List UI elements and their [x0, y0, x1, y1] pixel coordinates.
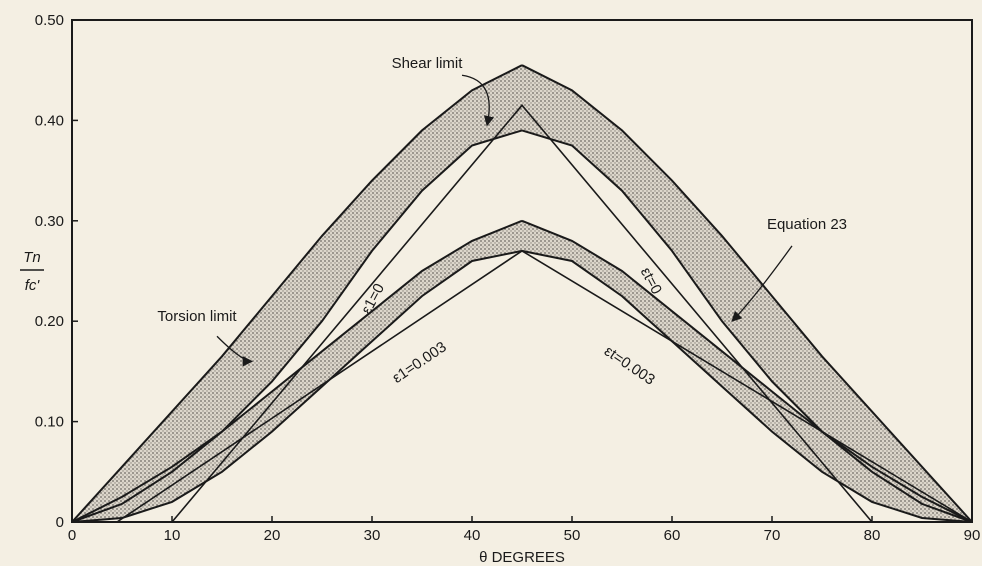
y-label-denominator: fc' — [25, 277, 41, 294]
y-tick-label-0: 0 — [56, 514, 64, 531]
series-7 — [521, 249, 973, 523]
series-5 — [71, 249, 523, 523]
series-8 — [171, 104, 873, 523]
x-tick-label-8: 80 — [864, 527, 881, 544]
x-tick-label-5: 50 — [564, 527, 581, 544]
series-3 — [521, 129, 973, 523]
x-tick-label-2: 20 — [264, 527, 281, 544]
annotation-6: εt=0.003 — [601, 343, 658, 389]
x-tick-label-7: 70 — [764, 527, 781, 544]
x-tick-label-1: 10 — [164, 527, 181, 544]
x-tick-label-0: 0 — [68, 527, 76, 544]
series-1 — [71, 129, 523, 523]
plot-frame — [71, 19, 973, 523]
axis-ticks: 0 10 20 30 40 50 60 70 80 90 0 0.10 0.20 0.30 0.40 0.50 — [35, 12, 981, 544]
x-tick-label-9: 90 — [964, 527, 981, 544]
y-tick-label-2: 0.20 — [35, 313, 64, 330]
arrow-equation23 — [731, 245, 793, 322]
series-2 — [521, 64, 973, 523]
y-tick-label-5: 0.50 — [35, 12, 64, 29]
arrow-shear — [461, 74, 495, 127]
y-tick-label-3: 0.30 — [35, 213, 64, 230]
shaded-bands — [72, 65, 972, 523]
curves — [71, 64, 973, 523]
y-tick-label-1: 0.10 — [35, 414, 64, 431]
series-4 — [71, 219, 523, 523]
arrow-torsion — [216, 335, 254, 367]
series-6 — [521, 219, 973, 523]
band-0 — [72, 65, 522, 522]
band-2 — [522, 65, 972, 522]
x-tick-label-4: 40 — [464, 527, 481, 544]
annotation-1: Torsion limit — [157, 308, 237, 325]
annotation-0: Shear limit — [392, 55, 464, 72]
series-0 — [71, 64, 523, 523]
x-axis-label: θ DEGREES — [479, 549, 565, 566]
series-9 — [116, 249, 973, 523]
y-axis-label: Tn fc' — [20, 249, 44, 294]
x-tick-label-3: 30 — [364, 527, 381, 544]
y-tick-label-4: 0.40 — [35, 112, 64, 129]
annotation-2: Equation 23 — [767, 216, 847, 233]
y-label-numerator: Tn — [23, 249, 41, 266]
x-tick-label-6: 60 — [664, 527, 681, 544]
annotation-4: ε1=0.003 — [389, 338, 449, 386]
